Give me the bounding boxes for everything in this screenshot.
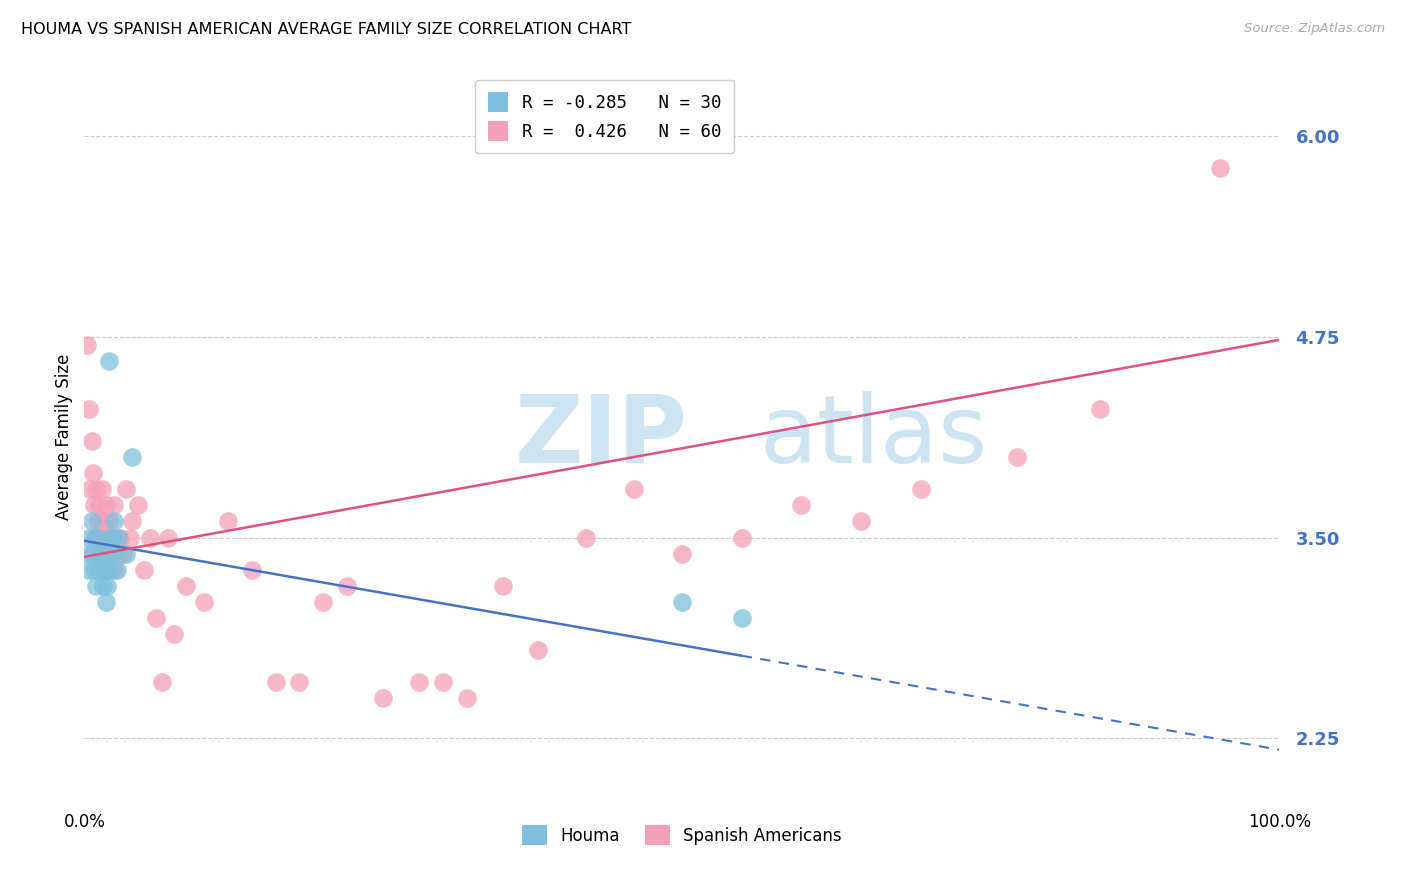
Point (91, 483, 114, 497)
Point (86, 563, 108, 577)
Point (76, 337, 98, 351)
Point (121, 515, 143, 529)
Point (150, 675, 173, 690)
Point (217, 515, 239, 529)
Point (89, 531, 111, 545)
Point (163, 627, 186, 641)
Point (105, 563, 128, 577)
Point (240, 563, 263, 577)
Point (851, 515, 873, 529)
Point (110, 531, 132, 545)
Point (93, 579, 115, 593)
Point (139, 531, 162, 545)
Point (121, 450, 143, 465)
Point (623, 483, 645, 497)
Point (408, 675, 430, 690)
Point (89, 531, 111, 545)
Point (492, 579, 515, 593)
Point (127, 499, 149, 513)
Point (97, 563, 120, 577)
Point (96, 579, 118, 593)
Point (1209, 161, 1232, 175)
Point (80, 434, 103, 449)
Point (83, 563, 105, 577)
Point (111, 547, 134, 561)
Point (83, 499, 105, 513)
Point (84, 531, 107, 545)
Point (90, 563, 112, 577)
Point (77, 531, 100, 545)
Point (157, 531, 180, 545)
Y-axis label: Average Family Size: Average Family Size (55, 354, 73, 520)
Point (87, 547, 110, 561)
Point (671, 547, 693, 561)
Text: ZIP: ZIP (515, 391, 688, 483)
Point (84, 531, 107, 545)
Text: Source: ZipAtlas.com: Source: ZipAtlas.com (1244, 22, 1385, 36)
Point (86, 579, 108, 593)
Point (100, 547, 122, 561)
Point (94, 499, 117, 513)
Text: HOUMA VS SPANISH AMERICAN AVERAGE FAMILY SIZE CORRELATION CHART: HOUMA VS SPANISH AMERICAN AVERAGE FAMILY… (21, 22, 631, 37)
Point (107, 547, 129, 561)
Point (312, 595, 335, 609)
Point (86, 515, 108, 529)
Point (90, 515, 112, 529)
Point (193, 595, 215, 609)
Point (96, 531, 118, 545)
Point (97, 547, 120, 561)
Point (115, 483, 138, 497)
Point (82, 467, 104, 481)
Point (671, 595, 693, 609)
Point (910, 483, 932, 497)
Point (93, 531, 115, 545)
Point (527, 643, 550, 657)
Point (174, 579, 197, 593)
Point (101, 563, 124, 577)
Point (87, 499, 110, 513)
Point (100, 531, 122, 545)
Point (77, 401, 100, 416)
Point (98, 353, 121, 368)
Point (104, 563, 127, 577)
Point (373, 691, 395, 706)
Point (432, 675, 454, 690)
Point (1090, 401, 1112, 416)
Point (103, 499, 125, 513)
Point (336, 579, 359, 593)
Point (91, 547, 114, 561)
Point (93, 563, 115, 577)
Point (264, 675, 287, 690)
Point (1005, 450, 1028, 465)
Point (104, 547, 127, 561)
Point (94, 595, 117, 609)
Text: atlas: atlas (759, 391, 988, 483)
Legend: Houma, Spanish Americans: Houma, Spanish Americans (513, 817, 851, 853)
Point (101, 531, 124, 545)
Point (79, 547, 101, 561)
Point (98, 515, 121, 529)
Point (132, 563, 156, 577)
Point (79, 483, 101, 497)
Point (77, 563, 100, 577)
Point (288, 675, 311, 690)
Point (80, 515, 103, 529)
Point (115, 547, 138, 561)
Point (118, 531, 141, 545)
Point (731, 611, 754, 625)
Point (456, 691, 478, 706)
Point (82, 547, 104, 561)
Point (86, 483, 108, 497)
Point (790, 499, 813, 513)
Point (101, 531, 124, 545)
Point (575, 531, 598, 545)
Point (93, 515, 115, 529)
Point (145, 611, 167, 625)
Point (103, 515, 125, 529)
Point (731, 531, 754, 545)
Point (107, 531, 129, 545)
